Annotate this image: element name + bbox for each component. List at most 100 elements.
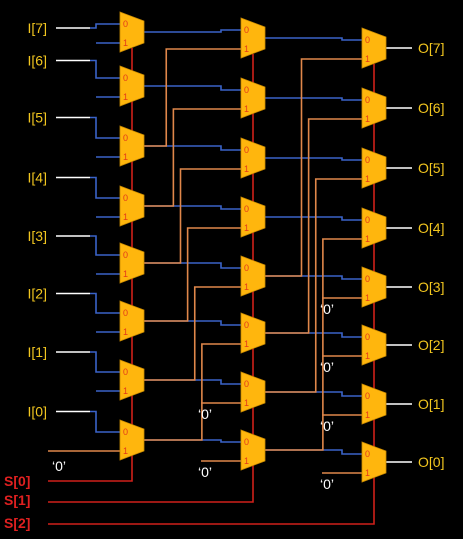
mux-pin-0: 0 — [123, 133, 128, 143]
output-label-3: O[3] — [418, 279, 444, 295]
mux-pin-1: 1 — [123, 446, 128, 456]
mux-pin-1: 1 — [244, 164, 249, 174]
input-label-1: I[1] — [28, 344, 47, 360]
mux-body — [119, 125, 145, 167]
output-label-6: O[6] — [418, 100, 444, 116]
mux-pin-0: 0 — [123, 73, 128, 83]
mux-pin-0: 0 — [123, 19, 128, 29]
mux-stage3-bit5: 01 — [361, 147, 387, 189]
mux-body — [361, 87, 387, 129]
mux-pin-1: 1 — [244, 398, 249, 408]
input-label-6: I[6] — [28, 53, 47, 69]
stage3-zero-label-5: ‘0’ — [320, 359, 334, 375]
mux-pin-0: 0 — [244, 320, 249, 330]
stage2-in0-5 — [144, 145, 241, 151]
mux-pin-0: 0 — [365, 35, 370, 45]
mux-body — [361, 266, 387, 308]
mux-stage3-bit4: 01 — [361, 207, 387, 249]
mux-stage2-bit0: 01 — [240, 429, 266, 471]
mux-pin-1: 1 — [123, 212, 128, 222]
mux-pin-0: 0 — [244, 263, 249, 273]
mux-pin-0: 0 — [123, 193, 128, 203]
mux-pin-0: 0 — [244, 85, 249, 95]
stage1-in0-0 — [90, 410, 120, 433]
mux-body — [361, 147, 387, 189]
select-wire-s0 — [48, 48, 133, 482]
stage2-in1-2 — [144, 227, 241, 322]
stage3-in0-5 — [265, 157, 362, 161]
mux-pin-0: 0 — [244, 379, 249, 389]
mux-body — [119, 11, 145, 53]
mux-pin-1: 1 — [244, 44, 249, 54]
stage3-zero-label-7: ‘0’ — [320, 476, 334, 492]
mux-pin-0: 0 — [365, 391, 370, 401]
output-label-4: O[4] — [418, 220, 444, 236]
mux-stage3-bit6: 01 — [361, 87, 387, 129]
input-label-2: I[2] — [28, 286, 47, 302]
stage2-in1-4 — [144, 108, 241, 207]
mux-body — [361, 383, 387, 425]
stage1-in0-5 — [90, 116, 120, 139]
mux-pin-0: 0 — [123, 427, 128, 437]
stage3-in0-7 — [265, 37, 362, 41]
mux-stage1-bit3: 01 — [119, 242, 145, 284]
mux-pin-1: 1 — [244, 223, 249, 233]
input-label-4: I[4] — [28, 170, 47, 186]
stage2-zero-label-6: ‘0’ — [198, 406, 212, 422]
output-label-0: O[0] — [418, 454, 444, 470]
input-label-5: I[5] — [28, 110, 47, 126]
output-label-1: O[1] — [418, 396, 444, 412]
stage3-in1-2 — [265, 118, 362, 334]
mux-pin-1: 1 — [365, 174, 370, 184]
mux-stage2-bit5: 01 — [240, 137, 266, 179]
data-wires — [90, 23, 362, 455]
mux-pin-0: 0 — [365, 215, 370, 225]
mux-pin-1: 1 — [244, 104, 249, 114]
mux-stage1-bit6: 01 — [119, 65, 145, 107]
mux-stage1-bit2: 01 — [119, 300, 145, 342]
mux-pin-0: 0 — [244, 145, 249, 155]
mux-stage3-bit3: 01 — [361, 266, 387, 308]
mux-pin-0: 0 — [365, 95, 370, 105]
mux-pin-1: 1 — [123, 92, 128, 102]
select-label-s0: S[0] — [4, 473, 30, 489]
mux-pin-0: 0 — [244, 25, 249, 35]
stage2-in0-4 — [144, 205, 241, 210]
mux-pin-1: 1 — [244, 282, 249, 292]
mux-body — [240, 196, 266, 238]
mux-pin-1: 1 — [365, 114, 370, 124]
mux-body — [240, 429, 266, 471]
mux-body — [361, 441, 387, 483]
stage3-zero-label-6: ‘0’ — [320, 418, 334, 434]
mux-pin-1: 1 — [123, 386, 128, 396]
mux-stage1-bit1: 01 — [119, 359, 145, 401]
stage2-in1-0 — [144, 343, 241, 441]
mux-body — [240, 312, 266, 354]
mux-stage1-bit7: 01 — [119, 11, 145, 53]
mux-body — [119, 359, 145, 401]
mux-pin-0: 0 — [365, 155, 370, 165]
stage3-in1-1 — [265, 178, 362, 393]
mux-stage1-bit0: 01 — [119, 419, 145, 461]
mux-pin-0: 0 — [244, 204, 249, 214]
select-label-s1: S[1] — [4, 492, 30, 508]
mux-stage1-bit5: 01 — [119, 125, 145, 167]
mux-stage3-bit1: 01 — [361, 383, 387, 425]
stage1-zero-label: ‘0’ — [52, 458, 66, 474]
select-wire-s1 — [48, 54, 254, 503]
mux-body — [240, 371, 266, 413]
stage2-zero-label-7: ‘0’ — [198, 464, 212, 480]
mux-body — [119, 185, 145, 227]
mux-pin-1: 1 — [123, 327, 128, 337]
mux-pin-0: 0 — [123, 308, 128, 318]
mux-stage2-bit6: 01 — [240, 77, 266, 119]
mux-body — [119, 65, 145, 107]
stage2-in0-7 — [144, 29, 241, 33]
mux-body — [361, 27, 387, 69]
select-label-s2: S[2] — [4, 515, 30, 531]
mux-body — [240, 255, 266, 297]
mux-stage2-bit3: 01 — [240, 255, 266, 297]
mux-pin-1: 1 — [365, 293, 370, 303]
io-wires — [56, 27, 412, 463]
